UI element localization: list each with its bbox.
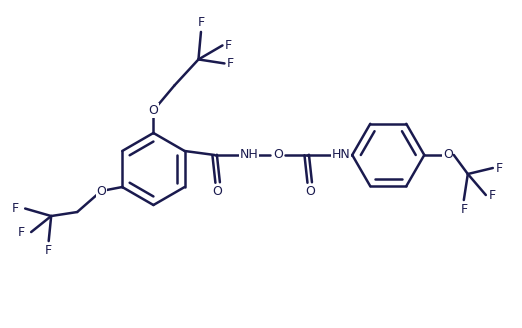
Text: F: F [18,226,25,238]
Text: O: O [96,185,106,197]
Text: F: F [488,189,495,201]
Text: F: F [225,39,232,52]
Text: F: F [45,244,52,256]
Text: F: F [227,57,234,70]
Text: O: O [273,149,282,161]
Text: HN: HN [331,149,350,161]
Text: F: F [12,202,19,215]
Text: O: O [305,185,315,198]
Text: O: O [443,149,453,161]
Text: F: F [460,202,467,215]
Text: F: F [495,161,502,174]
Text: F: F [197,16,205,30]
Text: O: O [212,185,222,198]
Text: O: O [148,104,158,117]
Text: NH: NH [239,149,258,161]
